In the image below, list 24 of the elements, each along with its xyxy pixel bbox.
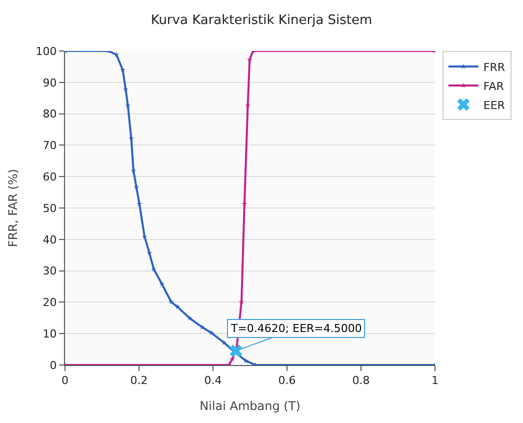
legend-label: EER bbox=[483, 98, 506, 112]
legend-label: FAR bbox=[483, 80, 504, 93]
y-tick-label: 30 bbox=[42, 264, 57, 278]
y-tick-label: 50 bbox=[42, 202, 57, 215]
y-axis-title: FRR, FAR (%) bbox=[6, 168, 20, 248]
chart-title: Kurva Karakteristik Kinerja Sistem bbox=[150, 12, 372, 28]
y-tick-label: 40 bbox=[42, 233, 57, 246]
x-tick-label: 0.8 bbox=[352, 374, 370, 388]
y-tick-label: 60 bbox=[42, 170, 57, 184]
x-tick-label: 0.2 bbox=[130, 374, 148, 388]
x-axis-title: Nilai Ambang (T) bbox=[200, 399, 300, 414]
y-tick-label: 0 bbox=[50, 358, 57, 372]
annotation: T=0.4620; EER=4.5000 bbox=[230, 322, 362, 335]
y-tick-label: 10 bbox=[42, 327, 57, 340]
x-tick-label: 0.4 bbox=[204, 374, 222, 388]
y-tick-label: 90 bbox=[42, 76, 57, 90]
y-tick-label: 80 bbox=[42, 108, 57, 121]
y-tick-label: 20 bbox=[42, 296, 57, 310]
x-tick-label: 1 bbox=[432, 374, 438, 388]
y-tick-label: 100 bbox=[36, 44, 57, 58]
y-tick-label: 70 bbox=[42, 139, 57, 152]
x-tick-label: 0.6 bbox=[278, 374, 296, 388]
legend-label: FRR bbox=[483, 60, 506, 74]
x-tick-label: 0 bbox=[62, 374, 68, 388]
